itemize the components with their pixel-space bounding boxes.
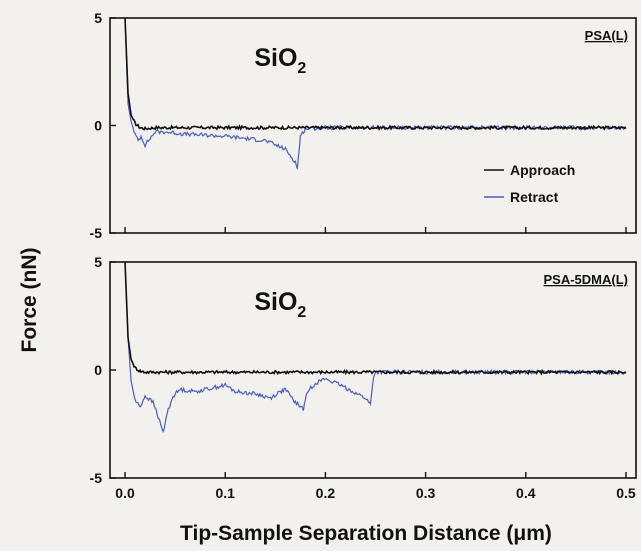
y-tick-label: -5 [90, 225, 103, 241]
x-tick-label: 0.5 [616, 485, 636, 501]
x-tick-label: 0.1 [215, 485, 235, 501]
approach-line [124, 262, 627, 376]
legend-label: Retract [510, 189, 559, 205]
x-tick-label: 0.0 [115, 485, 135, 501]
x-tick-label: 0.4 [516, 485, 536, 501]
y-tick-label: -5 [90, 470, 103, 486]
y-axis-label: Force (nN) [18, 248, 41, 353]
panel-2: 5 0 -5 0.0 0.1 0.2 0.3 0.4 0.5 SiO2 PSA-5DMA(L) [90, 254, 637, 501]
y-tick-label: 5 [94, 254, 102, 270]
x-tick-label: 0.3 [416, 485, 436, 501]
sample-label: PSA(L) [585, 28, 628, 43]
plot-area: 5 0 -5 SiO2 PSA(L) Approach Retract 5 0 -5 0.0 0.1 0… [90, 10, 637, 501]
approach-line [124, 18, 627, 132]
material-label: SiO2 [254, 44, 306, 77]
y-tick-label: 0 [94, 362, 102, 378]
plot-frame [109, 261, 637, 479]
panel-1: 5 0 -5 SiO2 PSA(L) Approach Retract [90, 10, 637, 241]
x-tick-label: 0.2 [316, 485, 336, 501]
y-tick-label: 0 [94, 118, 102, 134]
material-label: SiO2 [254, 288, 306, 321]
y-tick-label: 5 [94, 10, 102, 26]
retract-line [124, 262, 627, 434]
retract-line [124, 18, 627, 170]
legend-label: Approach [510, 162, 575, 178]
x-axis-label: Tip-Sample Separation Distance (μm) [180, 522, 552, 545]
sample-label: PSA-5DMA(L) [544, 272, 629, 287]
